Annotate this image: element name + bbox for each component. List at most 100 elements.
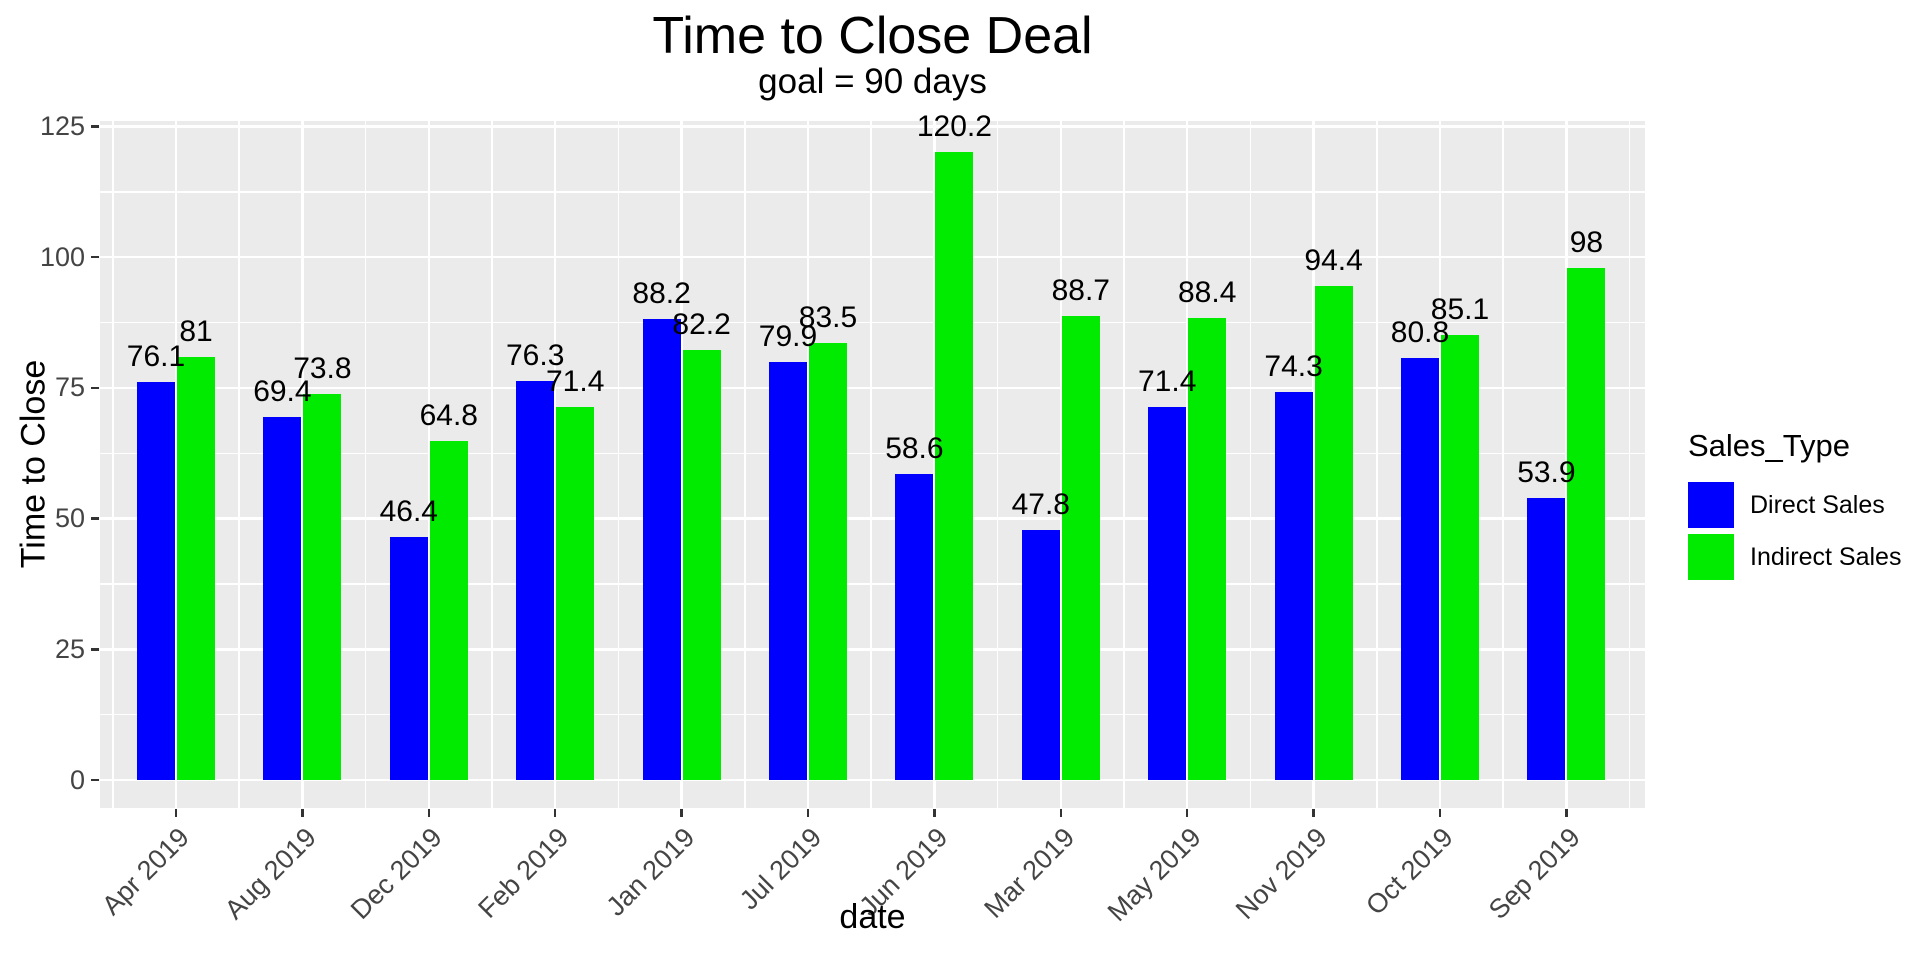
bar-value-label: 120.2 bbox=[916, 109, 992, 143]
bar-value-label: 71.4 bbox=[545, 364, 605, 398]
gridline-minor-vertical bbox=[491, 121, 493, 808]
bar-value-label: 85.1 bbox=[1430, 293, 1490, 327]
bar-value-label: 88.7 bbox=[1051, 274, 1110, 308]
y-axis-tick-mark bbox=[91, 778, 99, 782]
gridline-minor-horizontal bbox=[100, 583, 1645, 585]
legend: Sales_Type Direct Sales Indirect Sales bbox=[1688, 428, 1901, 586]
x-axis-tick-mark bbox=[933, 809, 936, 817]
bar-value-label: 88.4 bbox=[1177, 275, 1237, 309]
bar-value-label: 64.8 bbox=[419, 399, 478, 433]
gridline-major-vertical bbox=[1565, 121, 1568, 808]
gridline-minor-vertical bbox=[996, 121, 999, 808]
gridline-major-horizontal bbox=[100, 648, 1645, 651]
gridline-major-vertical bbox=[427, 121, 431, 808]
gridline-major-horizontal bbox=[100, 517, 1645, 520]
legend-item-indirect-sales: Indirect Sales bbox=[1688, 534, 1901, 580]
bar-indirect-sales bbox=[1567, 267, 1606, 780]
legend-swatch-direct-sales bbox=[1688, 482, 1734, 528]
y-axis-tick-label: 100 bbox=[39, 241, 85, 272]
bar-indirect-sales bbox=[682, 350, 721, 780]
gridline-major-vertical bbox=[174, 121, 178, 808]
bar-indirect-sales bbox=[1314, 286, 1353, 780]
bar-value-label: 73.8 bbox=[293, 352, 352, 386]
gridline-major-vertical bbox=[1185, 121, 1189, 808]
bar-indirect-sales bbox=[935, 151, 974, 780]
bar-direct-sales bbox=[1274, 391, 1313, 780]
gridline-minor-vertical bbox=[1376, 121, 1378, 808]
bar-value-label: 94.4 bbox=[1304, 244, 1363, 278]
bar-direct-sales bbox=[769, 362, 807, 780]
plot-panel bbox=[100, 121, 1645, 808]
x-axis-tick-mark bbox=[680, 809, 683, 817]
bar-indirect-sales bbox=[809, 343, 847, 780]
y-axis-tick-label: 50 bbox=[54, 503, 85, 534]
bar-direct-sales bbox=[1527, 498, 1566, 780]
x-axis-tick-mark bbox=[1185, 809, 1189, 817]
bar-value-label: 74.3 bbox=[1264, 349, 1323, 383]
legend-items: Direct Sales Indirect Sales bbox=[1688, 482, 1901, 580]
gridline-major-vertical bbox=[1059, 121, 1063, 808]
y-axis-tick-mark bbox=[91, 386, 99, 390]
bar-indirect-sales bbox=[429, 441, 468, 780]
y-axis-tick-mark bbox=[91, 125, 99, 128]
gridline-major-vertical bbox=[301, 121, 304, 808]
bar-indirect-sales bbox=[1441, 335, 1479, 780]
bar-indirect-sales bbox=[556, 406, 595, 780]
bar-direct-sales bbox=[642, 318, 681, 780]
legend-item-direct-sales: Direct Sales bbox=[1688, 482, 1901, 528]
bar-value-label: 98 bbox=[1569, 225, 1604, 259]
bar-direct-sales bbox=[1021, 530, 1060, 780]
gridline-major-horizontal bbox=[100, 255, 1645, 259]
bar-indirect-sales bbox=[1061, 316, 1100, 780]
gridline-minor-vertical bbox=[1502, 121, 1504, 808]
x-axis-title: date bbox=[839, 898, 906, 936]
bar-value-label: 71.4 bbox=[1137, 364, 1197, 398]
gridline-major-horizontal bbox=[100, 778, 1645, 782]
gridline-major-vertical bbox=[1438, 121, 1442, 808]
bar-value-label: 53.9 bbox=[1517, 456, 1576, 490]
chart-subtitle: goal = 90 days bbox=[758, 62, 987, 101]
gridline-minor-vertical bbox=[617, 121, 620, 808]
y-axis-tick-mark bbox=[91, 255, 99, 259]
y-axis-tick-label: 0 bbox=[69, 764, 85, 795]
y-axis-tick-label: 75 bbox=[54, 372, 85, 403]
y-axis-tick-mark bbox=[91, 517, 99, 520]
gridline-major-vertical bbox=[680, 121, 683, 808]
y-axis-title: Time to Close bbox=[14, 359, 53, 569]
gridline-minor-vertical bbox=[1249, 121, 1252, 808]
legend-label: Direct Sales bbox=[1750, 490, 1885, 519]
gridline-major-vertical bbox=[933, 121, 936, 808]
bar-direct-sales bbox=[389, 537, 428, 780]
gridline-minor-horizontal bbox=[100, 452, 1645, 454]
y-axis-tick-label: 25 bbox=[54, 633, 85, 664]
gridline-minor-horizontal bbox=[100, 713, 1645, 716]
gridline-major-vertical bbox=[806, 121, 810, 808]
gridline-minor-vertical bbox=[744, 121, 746, 808]
gridline-minor-horizontal bbox=[100, 321, 1645, 324]
gridline-major-horizontal bbox=[100, 125, 1645, 128]
gridline-minor-horizontal bbox=[100, 191, 1645, 193]
y-axis-tick-label: 125 bbox=[39, 111, 85, 141]
bar-value-label: 47.8 bbox=[1011, 488, 1070, 522]
x-axis-tick-mark bbox=[553, 809, 557, 817]
bar-indirect-sales bbox=[177, 356, 215, 780]
gridline-minor-vertical bbox=[1628, 121, 1631, 808]
bar-value-label: 80.8 bbox=[1390, 315, 1450, 349]
chart-title: Time to Close Deal bbox=[652, 7, 1093, 65]
x-axis-tick-mark bbox=[1438, 809, 1442, 817]
bar-direct-sales bbox=[263, 417, 302, 780]
x-axis-tick-mark bbox=[1059, 809, 1063, 817]
x-axis-tick-mark bbox=[427, 809, 431, 817]
x-axis-tick-mark bbox=[806, 809, 810, 817]
bar-value-label: 79.9 bbox=[758, 320, 818, 354]
bar-direct-sales bbox=[895, 473, 934, 780]
bar-indirect-sales bbox=[303, 394, 342, 780]
bar-value-label: 88.2 bbox=[632, 276, 691, 310]
bar-value-label: 46.4 bbox=[379, 495, 438, 529]
x-axis-tick-mark bbox=[1312, 809, 1315, 817]
bar-direct-sales bbox=[1401, 357, 1439, 780]
gridline-major-vertical bbox=[553, 121, 557, 808]
legend-swatch-indirect-sales bbox=[1688, 534, 1734, 580]
gridline-minor-vertical bbox=[1123, 121, 1125, 808]
bar-value-label: 83.5 bbox=[798, 301, 858, 335]
